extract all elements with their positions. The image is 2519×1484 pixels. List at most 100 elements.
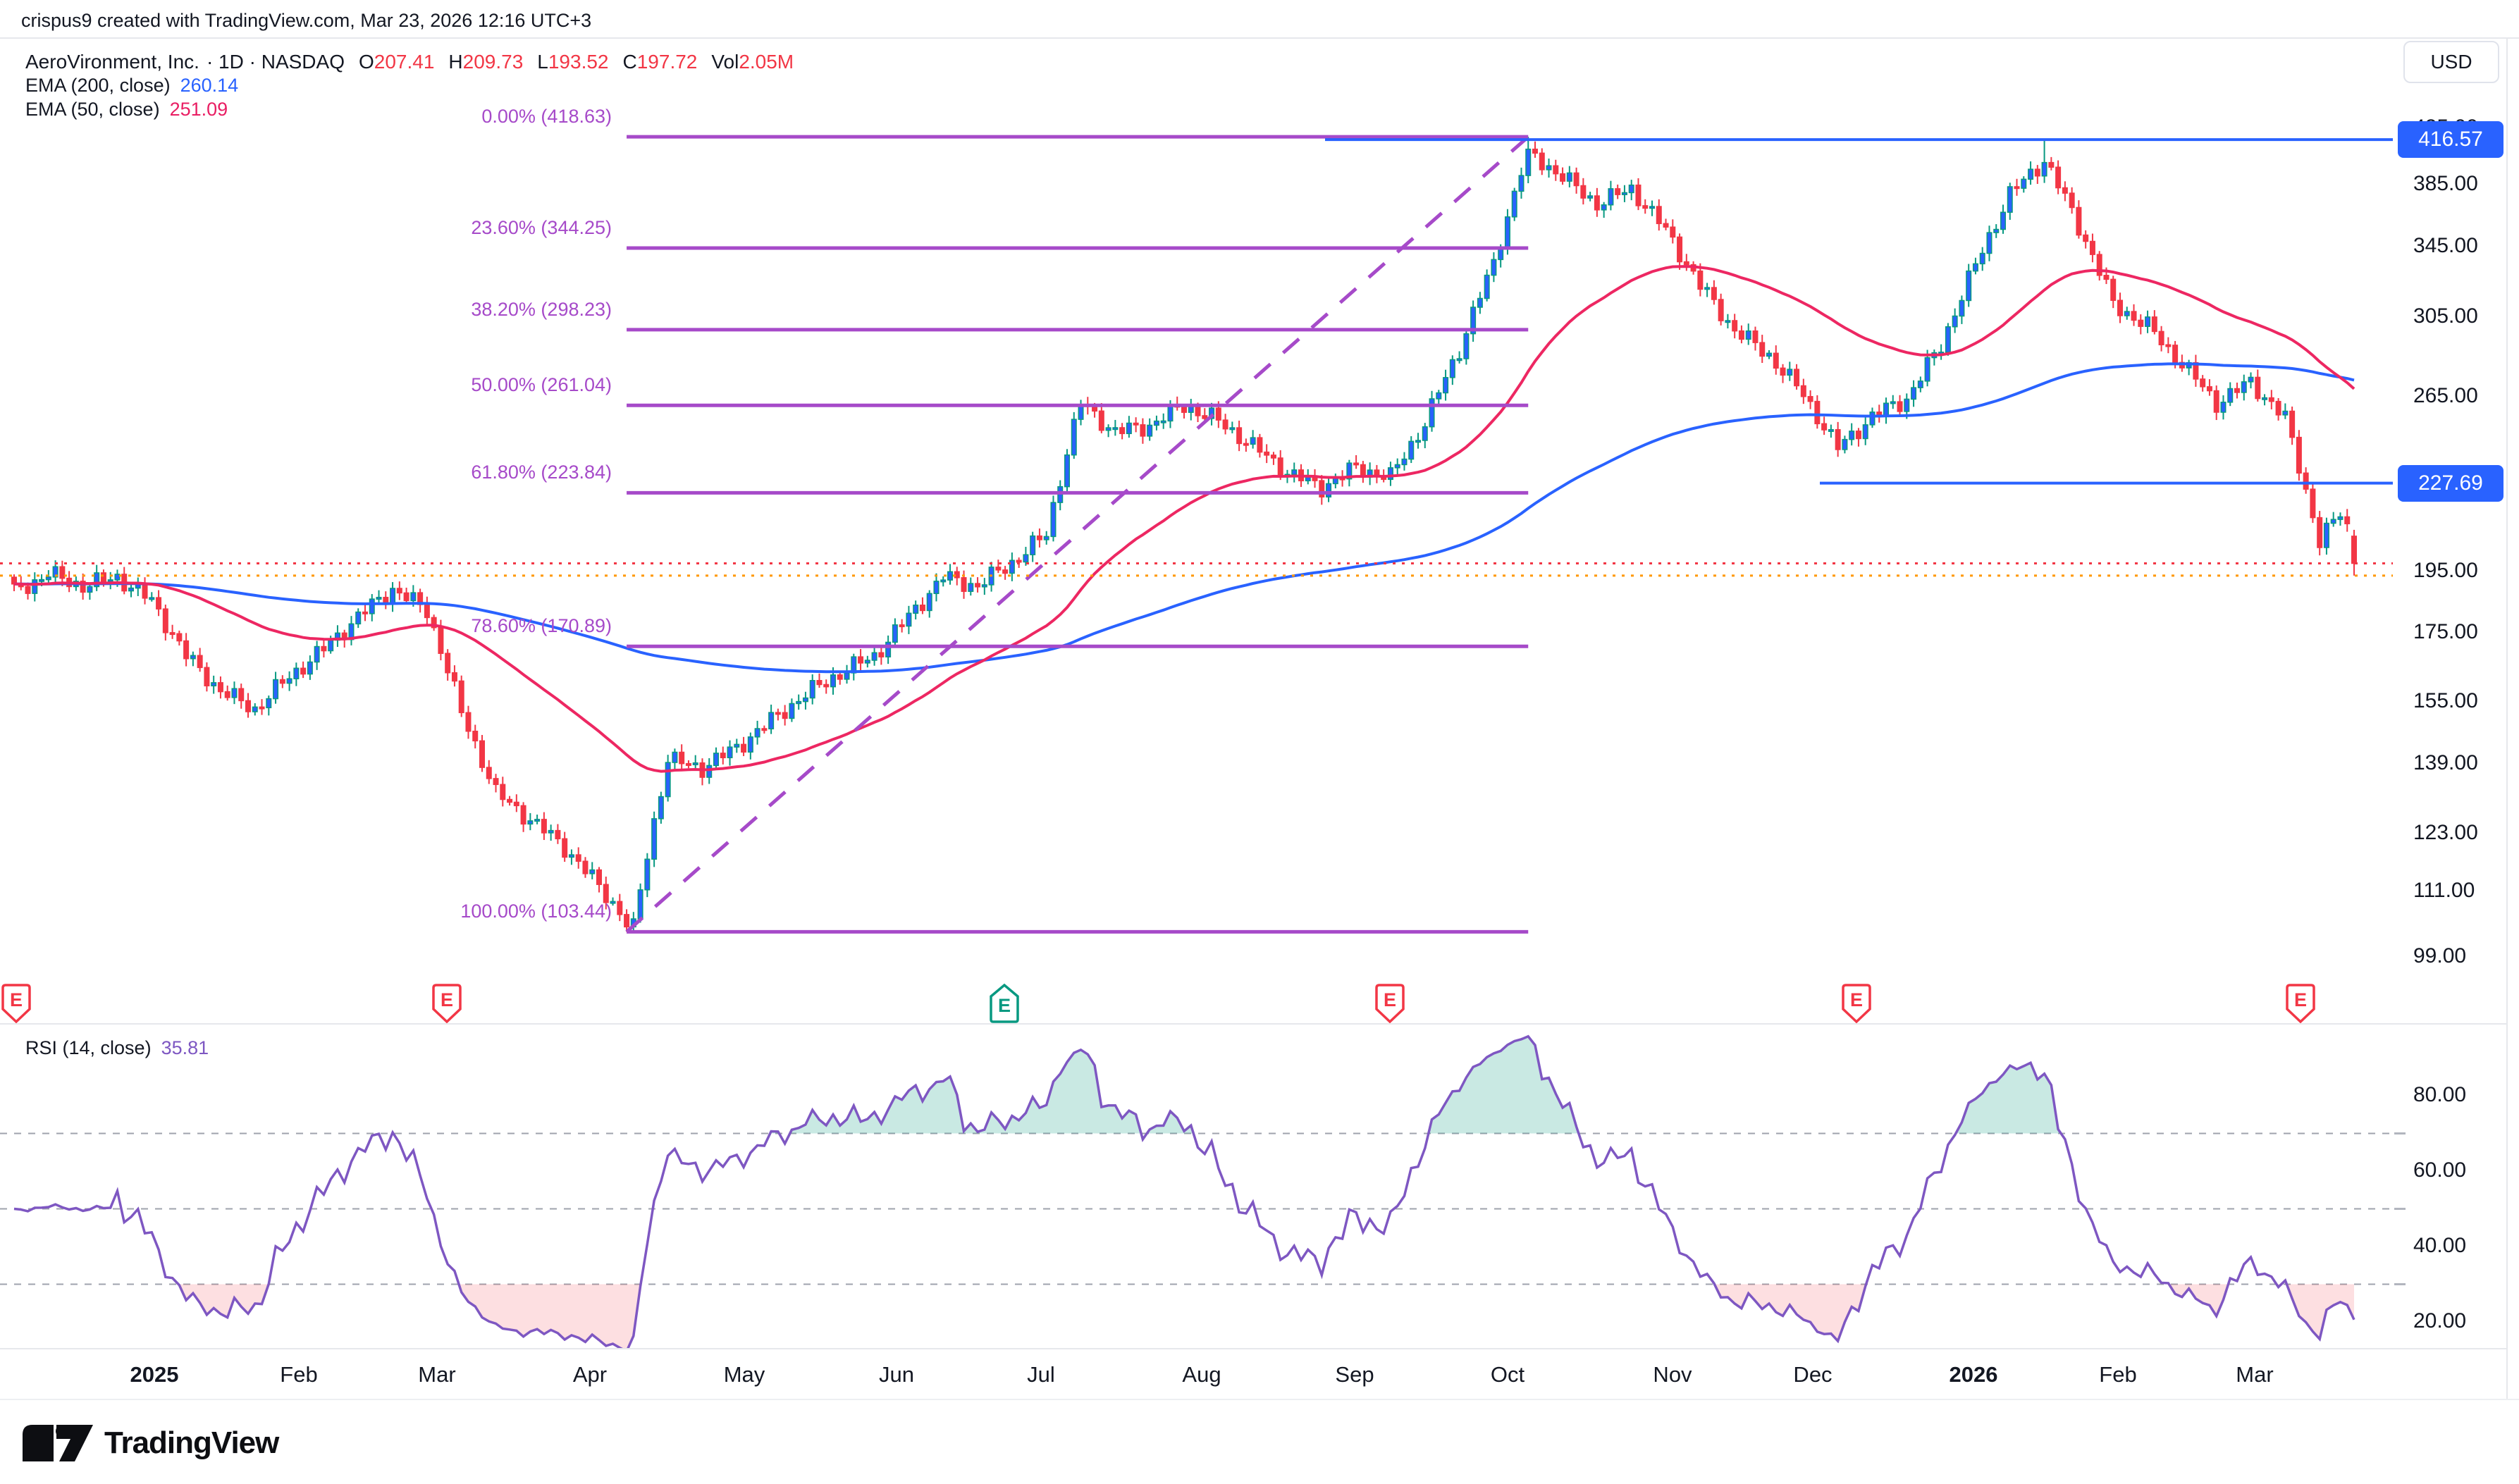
candle <box>541 812 547 841</box>
candle <box>1787 361 1793 381</box>
candle <box>1986 225 1993 261</box>
rsi-tick-label: 80.00 <box>2413 1083 2467 1106</box>
price-tick-label: 385.00 <box>2413 171 2478 195</box>
time-tick-label: Apr <box>572 1362 608 1387</box>
candle <box>527 812 534 831</box>
candle <box>1821 416 1828 435</box>
candle <box>1855 428 1861 447</box>
candle <box>1511 187 1517 221</box>
candlestick-series[interactable] <box>11 137 2357 933</box>
rsi-legend[interactable]: RSI (14, close) 35.81 <box>25 1037 209 1059</box>
symbol-legend[interactable]: AeroVironment, Inc. · 1D · NASDAQ O207.41 H… <box>25 51 794 73</box>
candle <box>1133 417 1139 433</box>
tradingview-logo[interactable]: TradingView <box>21 1423 279 1463</box>
candle <box>1353 455 1360 469</box>
candle <box>1429 390 1435 432</box>
time-axis[interactable]: 2025 Feb Mar Apr May Jun Jul Aug Sep Oct Nov Dec 202… <box>0 1348 2519 1399</box>
candle <box>176 630 183 646</box>
candle <box>293 662 300 686</box>
candle <box>1312 469 1318 488</box>
candle <box>252 703 258 716</box>
ema200-label: EMA (200, close) <box>25 75 171 96</box>
candle <box>2262 394 2268 406</box>
candle <box>1745 323 1751 345</box>
earnings-marker[interactable]: E <box>432 984 462 1024</box>
candle <box>2186 359 2192 376</box>
candle <box>2083 230 2089 249</box>
price-tick-label: 305.00 <box>2413 304 2478 328</box>
candle <box>1608 180 1614 211</box>
rsi-value: 35.81 <box>161 1037 209 1058</box>
pane-separator[interactable] <box>0 1023 2506 1025</box>
fib-retracement[interactable] <box>625 135 1529 934</box>
main-pane[interactable] <box>0 135 2393 934</box>
ema200-legend[interactable]: EMA (200, close) 260.14 <box>25 75 238 97</box>
candle <box>1332 473 1338 489</box>
rsi-pane[interactable] <box>0 1034 2393 1352</box>
earnings-letter: E <box>998 995 1011 1016</box>
ema50-legend[interactable]: EMA (50, close) 251.09 <box>25 99 228 120</box>
candle <box>892 618 898 646</box>
rsi-oversold-fill <box>14 1284 2354 1348</box>
candle <box>32 572 38 602</box>
price-line-badge-227[interactable]: 227.69 <box>2398 464 2503 502</box>
earnings-letter: E <box>2294 989 2307 1010</box>
high-value: 209.73 <box>462 51 524 73</box>
candle <box>1704 283 1711 297</box>
price-line-badge-416[interactable]: 416.57 <box>2398 121 2503 159</box>
earnings-marker[interactable]: E <box>2286 984 2315 1024</box>
candle <box>1814 395 1821 429</box>
candle <box>1794 364 1800 390</box>
candle <box>500 777 506 807</box>
candle <box>273 672 279 704</box>
time-tick-label: Oct <box>1490 1362 1525 1387</box>
candle <box>2255 369 2261 402</box>
candle <box>692 755 698 771</box>
candle <box>1972 257 1978 275</box>
earnings-marker[interactable]: E <box>1 984 31 1024</box>
candle <box>479 735 485 772</box>
candle <box>2110 276 2117 309</box>
earnings-marker[interactable]: E <box>990 983 1019 1023</box>
candle <box>1683 254 1689 271</box>
candle <box>1952 308 1958 333</box>
rsi-line[interactable] <box>13 1034 2355 1352</box>
candle <box>383 591 389 610</box>
candle <box>2330 512 2336 527</box>
volume-label: Vol <box>711 51 739 73</box>
candle <box>2076 200 2082 239</box>
time-axis-border <box>0 1348 2506 1349</box>
ema200-line[interactable] <box>14 362 2355 674</box>
candle <box>555 824 561 844</box>
candle <box>1050 495 1057 542</box>
time-tick-label: Aug <box>1182 1362 1221 1387</box>
candle <box>169 624 175 639</box>
candle <box>1140 418 1146 444</box>
currency-toggle[interactable]: USD <box>2403 41 2499 83</box>
candle <box>878 647 885 665</box>
candle <box>2165 337 2172 354</box>
candle <box>885 635 892 664</box>
candle <box>2310 482 2316 524</box>
candle <box>617 894 623 922</box>
candle <box>2227 382 2234 407</box>
candle <box>190 651 196 667</box>
ema50-line[interactable] <box>13 265 2355 773</box>
earnings-marker[interactable]: E <box>1375 984 1405 1024</box>
candle <box>1945 323 1951 356</box>
earnings-marker[interactable]: E <box>1842 984 1871 1024</box>
candle <box>1876 404 1883 423</box>
candle <box>1532 141 1538 158</box>
candle <box>1222 414 1228 435</box>
time-axis-bottom-border <box>0 1399 2519 1400</box>
candle <box>926 590 932 618</box>
candle <box>548 824 554 841</box>
close-label: C <box>622 51 637 73</box>
candle <box>2000 204 2006 234</box>
fib-trendline[interactable] <box>625 135 1529 934</box>
candle <box>2021 176 2027 193</box>
candle <box>2028 161 2034 185</box>
candle <box>940 576 947 587</box>
candle <box>1780 364 1786 383</box>
